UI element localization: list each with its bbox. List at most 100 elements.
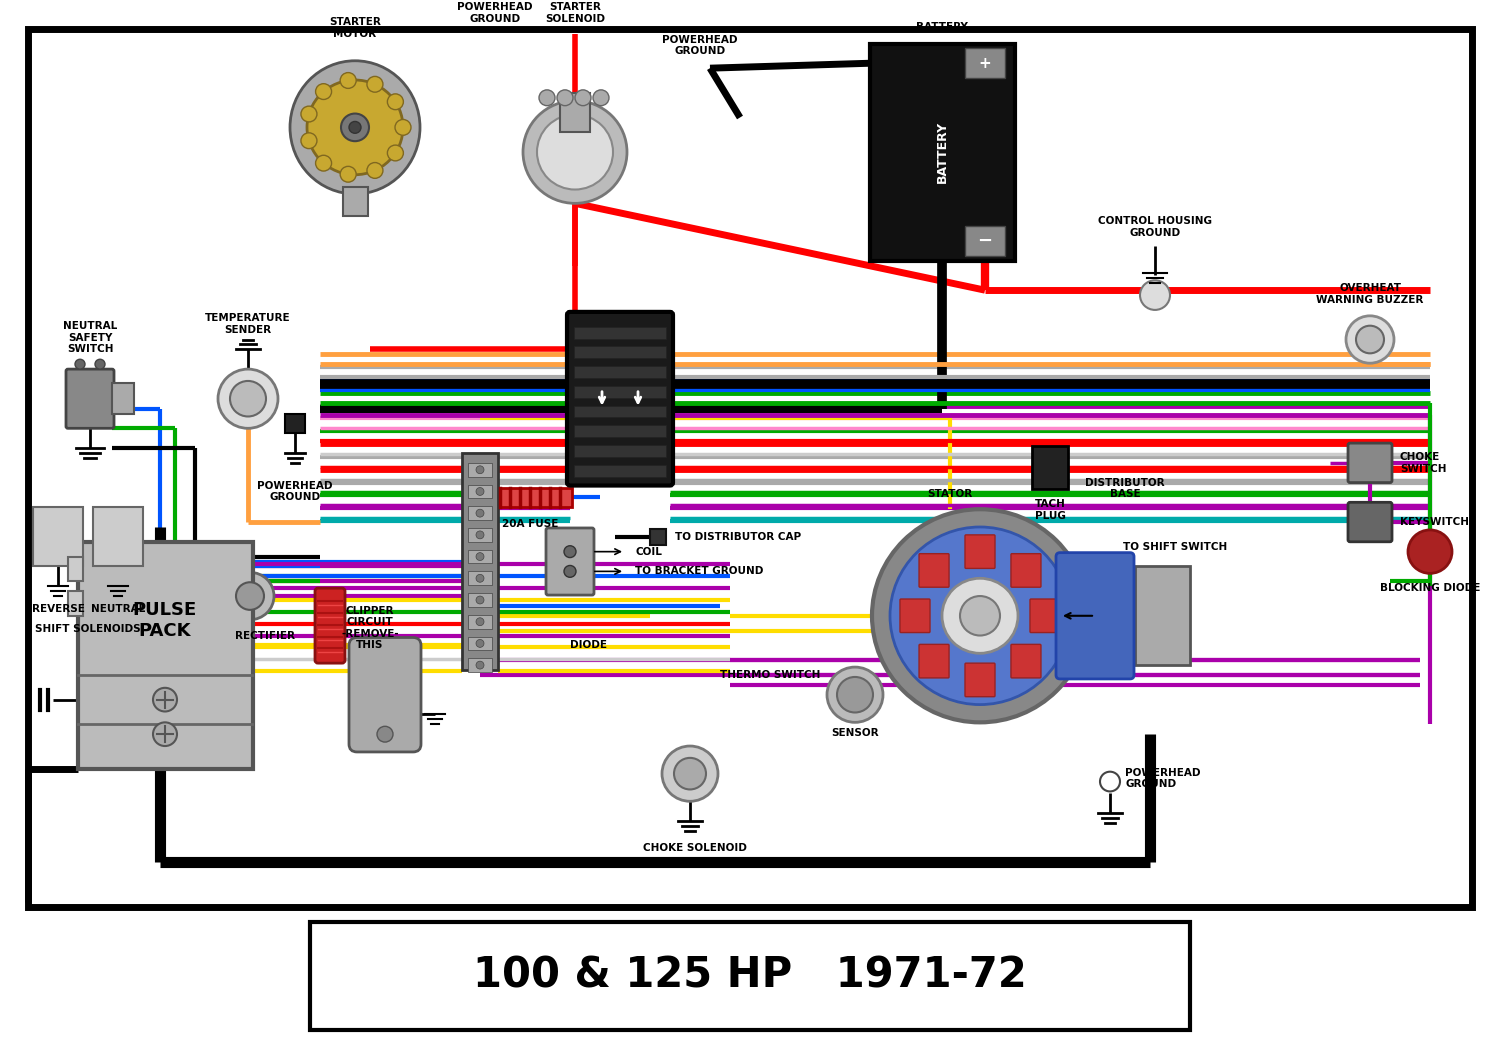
Bar [68,591,82,616]
Circle shape [537,115,614,189]
Circle shape [827,667,884,722]
Bar [462,452,498,670]
FancyBboxPatch shape [900,599,930,632]
Text: POWERHEAD
GROUND: POWERHEAD GROUND [663,34,738,56]
Circle shape [376,726,393,742]
Bar [468,528,492,541]
Bar [964,48,1005,78]
FancyBboxPatch shape [1348,443,1392,483]
Text: CLIPPER
CIRCUIT
-REMOVE-
THIS: CLIPPER CIRCUIT -REMOVE- THIS [340,605,399,650]
Circle shape [315,84,332,99]
Bar [468,658,492,672]
Text: RECTIFIER: RECTIFIER [236,630,296,641]
Text: BATTERY: BATTERY [936,121,948,183]
Text: CHOKE
SWITCH: CHOKE SWITCH [1400,452,1446,473]
Bar [93,507,142,566]
Text: BLOCKING DIODE: BLOCKING DIODE [1380,583,1480,594]
FancyBboxPatch shape [66,369,114,428]
FancyBboxPatch shape [546,528,594,595]
Ellipse shape [290,61,420,194]
Circle shape [476,531,484,539]
Circle shape [340,114,369,141]
Text: 100 & 125 HP   1971-72: 100 & 125 HP 1971-72 [472,955,1028,997]
Circle shape [387,94,404,110]
Bar [574,405,666,417]
Circle shape [75,359,86,369]
Text: POWERHEAD
GROUND: POWERHEAD GROUND [1125,768,1200,789]
Text: NEUTRAL: NEUTRAL [92,604,146,614]
FancyBboxPatch shape [1030,599,1060,632]
Circle shape [476,488,484,495]
Circle shape [394,119,411,135]
Text: −: − [978,232,993,250]
Bar [964,226,1005,256]
Bar [574,465,666,477]
Text: SHIFT SOLENOIDS: SHIFT SOLENOIDS [34,624,141,633]
Circle shape [476,553,484,560]
Text: KEYSWITCH: KEYSWITCH [1400,517,1468,527]
Bar [1032,446,1068,489]
Bar [574,346,666,358]
Circle shape [1140,280,1170,310]
Circle shape [837,677,873,713]
Bar [28,28,1472,907]
Text: CHOKE SOLENOID: CHOKE SOLENOID [644,842,747,853]
Text: COIL: COIL [634,547,662,557]
Circle shape [350,121,361,134]
Bar [468,485,492,498]
Circle shape [538,90,555,106]
Circle shape [1408,530,1452,574]
Text: SENSOR: SENSOR [831,728,879,738]
Circle shape [592,90,609,106]
Bar [574,425,666,437]
Circle shape [476,575,484,582]
Text: STATOR: STATOR [927,489,972,500]
FancyBboxPatch shape [920,554,950,587]
Bar [574,386,666,398]
Text: BATTERY: BATTERY [916,22,968,31]
Bar [468,463,492,477]
Circle shape [153,688,177,712]
Circle shape [564,545,576,558]
Bar [468,636,492,650]
Bar [560,93,590,133]
Bar [285,414,304,434]
FancyBboxPatch shape [1011,645,1041,678]
Circle shape [890,527,1070,704]
Circle shape [1346,316,1394,364]
Circle shape [94,359,105,369]
Text: THERMO SWITCH: THERMO SWITCH [720,670,821,680]
Circle shape [1356,326,1384,353]
Bar [112,382,134,415]
Bar [468,614,492,629]
Bar [68,557,82,581]
Circle shape [387,145,404,161]
Bar [574,445,666,457]
Bar [870,44,1016,260]
Bar [33,507,82,566]
Circle shape [476,661,484,669]
Bar [468,506,492,520]
Text: TACH
PLUG: TACH PLUG [1035,500,1065,521]
Circle shape [368,163,382,179]
Text: REVERSE: REVERSE [32,604,84,614]
Text: NEUTRAL
SAFETY
SWITCH: NEUTRAL SAFETY SWITCH [63,321,117,354]
Circle shape [476,618,484,626]
Text: DISTRIBUTOR
BASE: DISTRIBUTOR BASE [1084,478,1166,500]
Circle shape [960,596,1000,635]
Text: POWERHEAD
GROUND: POWERHEAD GROUND [458,2,532,24]
FancyBboxPatch shape [1056,553,1134,679]
Text: TEMPERATURE
SENDER: TEMPERATURE SENDER [206,312,291,334]
Bar [1136,566,1190,665]
Circle shape [230,381,266,417]
Circle shape [574,90,591,106]
Bar [574,327,666,339]
Bar [344,187,368,216]
Circle shape [476,640,484,647]
Circle shape [308,80,404,175]
Bar [468,572,492,585]
Circle shape [315,156,332,171]
Circle shape [217,369,278,428]
Circle shape [340,72,356,89]
Circle shape [368,76,382,92]
